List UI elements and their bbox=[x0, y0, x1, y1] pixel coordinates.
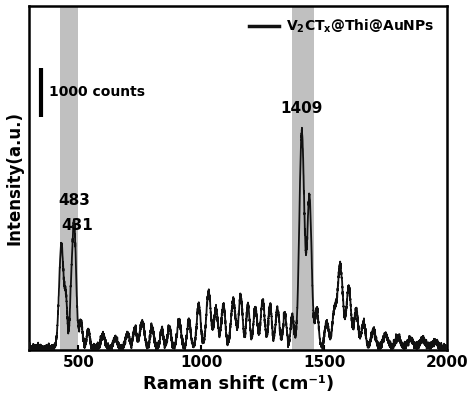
Bar bbox=[292, 6, 314, 350]
Text: 1000 counts: 1000 counts bbox=[49, 85, 145, 99]
Bar bbox=[60, 6, 78, 350]
Text: 431: 431 bbox=[61, 218, 93, 233]
Text: 483: 483 bbox=[58, 193, 90, 208]
Text: 1409: 1409 bbox=[281, 101, 323, 117]
X-axis label: Raman shift (cm⁻¹): Raman shift (cm⁻¹) bbox=[143, 375, 334, 393]
Y-axis label: Intensity(a.u.): Intensity(a.u.) bbox=[6, 111, 24, 245]
Legend: $\mathbf{V_2CT_x}$@Thi@AuNPs: $\mathbf{V_2CT_x}$@Thi@AuNPs bbox=[243, 12, 440, 41]
